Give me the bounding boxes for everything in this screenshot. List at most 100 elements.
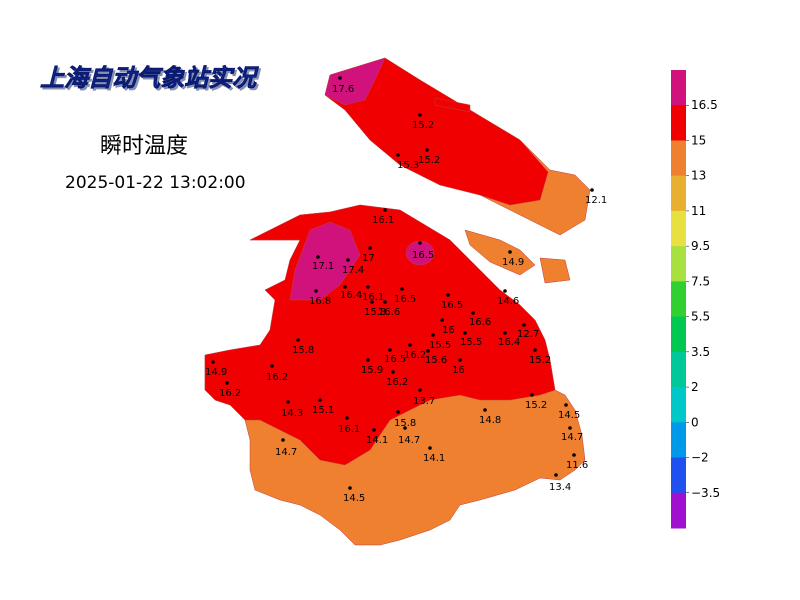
station-value: 16.5	[384, 354, 406, 365]
station-dot	[463, 331, 467, 335]
legend-label: 3.5	[691, 345, 710, 359]
station-dot	[372, 428, 376, 432]
station-dot	[286, 400, 290, 404]
station-value: 15.8	[292, 345, 314, 356]
station-value: 16.1	[362, 292, 384, 303]
station-dot	[225, 381, 229, 385]
legend-swatch	[671, 140, 686, 177]
station-value: 15.5	[460, 337, 482, 348]
station-dot	[590, 188, 594, 192]
station-value: 15.8	[364, 307, 386, 318]
station-dot	[564, 403, 568, 407]
station-value: 15.2	[418, 155, 440, 166]
station-value: 16.2	[266, 372, 288, 383]
station-dot	[568, 426, 572, 430]
station-value: 15.2	[529, 355, 551, 366]
legend-swatch	[671, 175, 686, 212]
station-dot	[345, 416, 349, 420]
legend-label: −2	[691, 451, 709, 465]
station-value: 14.8	[479, 415, 501, 426]
legend-swatch	[671, 316, 686, 353]
station-dot	[396, 410, 400, 414]
station-value: 14.1	[423, 453, 445, 464]
hot-zone	[289, 221, 361, 301]
station-value: 16.1	[372, 215, 394, 226]
legend-swatch	[671, 457, 686, 494]
subtitle: 瞬时温度	[100, 134, 188, 159]
station-value: 16.5	[412, 250, 434, 261]
station-value: 16.5	[394, 294, 416, 305]
stations: 17.615.215.315.212.116.117.1 17.417 16.514…	[205, 76, 607, 504]
station-value: 16.2	[404, 350, 426, 361]
station-value: 16.2	[219, 388, 241, 399]
legend-swatch	[671, 70, 686, 106]
station-value: 14.7	[398, 435, 420, 446]
station-dot	[554, 473, 558, 477]
station-value: 15.2	[525, 400, 547, 411]
station-dot	[370, 300, 374, 304]
station-dot	[383, 300, 387, 304]
station-dot	[428, 446, 432, 450]
station-dot	[318, 398, 322, 402]
station-dot	[425, 148, 429, 152]
station-dot	[403, 426, 407, 430]
station-dot	[446, 293, 450, 297]
station-dot	[408, 343, 412, 347]
station-value: 15.5	[429, 340, 451, 351]
hot-zone	[405, 240, 435, 266]
station-dot	[383, 208, 387, 212]
legend-label: 11	[691, 204, 706, 218]
station-value: 15.9	[361, 365, 383, 376]
station-value: 16	[442, 325, 455, 336]
legend-swatch	[671, 281, 686, 318]
legend-label: 9.5	[691, 239, 710, 253]
station-dot	[530, 393, 534, 397]
legend-label: 5.5	[691, 310, 710, 324]
station-value: 15.3	[397, 160, 419, 171]
station-value: 16.5	[441, 300, 463, 311]
station-value: 17.4	[342, 265, 364, 276]
station-value: 14.3	[281, 408, 303, 419]
warm-zone	[324, 57, 549, 206]
station-dot	[471, 311, 475, 315]
station-value: 16.2	[386, 377, 408, 388]
station-value: 14.5	[558, 410, 580, 421]
legend-swatch	[671, 246, 686, 282]
station-dot	[418, 241, 422, 245]
station-dot	[572, 453, 576, 457]
station-dot	[440, 318, 444, 322]
legend-swatch	[671, 492, 686, 529]
legend-label: 2	[691, 380, 699, 394]
station-dot	[366, 358, 370, 362]
legend-label: 15	[691, 133, 706, 147]
station-value: 16.8	[309, 296, 331, 307]
station-value: 16.1	[338, 424, 360, 435]
station-dot	[211, 360, 215, 364]
station-dot	[400, 287, 404, 291]
station-dot	[270, 364, 274, 368]
station-value: 14.5	[343, 493, 365, 504]
station-value: 13.4	[549, 482, 571, 493]
station-value: 15.6	[425, 355, 447, 366]
station-dot	[296, 338, 300, 342]
island	[434, 97, 471, 113]
hot-zone	[324, 57, 386, 106]
station-value: 16	[452, 365, 465, 376]
station-dot	[508, 250, 512, 254]
station-dot	[503, 331, 507, 335]
station-value: 14.6	[497, 296, 519, 307]
station-dot	[418, 388, 422, 392]
station-dot	[458, 358, 462, 362]
station-value: 17.1	[312, 261, 334, 272]
station-dot	[396, 153, 400, 157]
station-dot	[388, 348, 392, 352]
legend-swatch	[671, 351, 686, 388]
legend-label: 13	[691, 169, 706, 183]
station-dot	[314, 289, 318, 293]
station-dot	[418, 113, 422, 117]
station-value: 17	[362, 253, 375, 264]
station-dot	[533, 348, 537, 352]
station-value: 16.6	[378, 307, 400, 318]
station-dot	[391, 370, 395, 374]
station-dot	[338, 76, 342, 80]
